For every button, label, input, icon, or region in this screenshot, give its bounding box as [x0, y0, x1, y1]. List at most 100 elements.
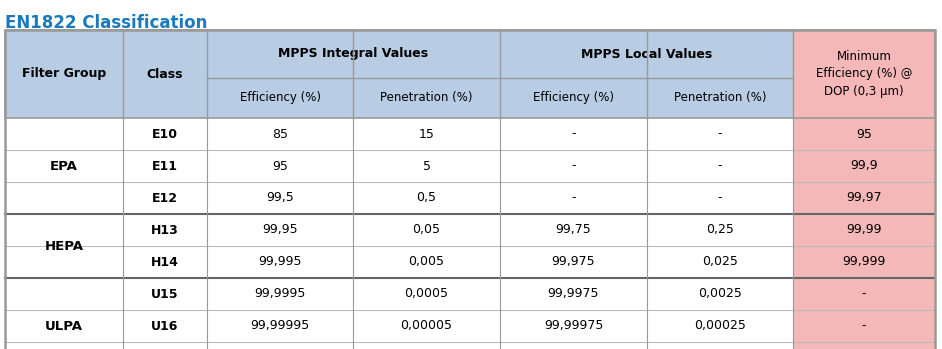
Text: 0,00005: 0,00005: [400, 319, 452, 333]
Text: 0,5: 0,5: [416, 192, 436, 205]
Bar: [5, 150, 123, 182]
Text: E11: E11: [152, 159, 178, 172]
Text: 99,9: 99,9: [851, 159, 878, 172]
Bar: [793, 246, 935, 278]
Text: 99,975: 99,975: [552, 255, 595, 268]
Bar: [647, 342, 793, 349]
Bar: [647, 214, 793, 246]
Text: 0,0005: 0,0005: [404, 288, 448, 300]
Bar: [207, 342, 353, 349]
Text: -: -: [718, 159, 723, 172]
Text: EN1822 Classification: EN1822 Classification: [5, 14, 207, 32]
Bar: [500, 214, 647, 246]
Bar: [793, 310, 935, 342]
Bar: [5, 30, 123, 118]
Bar: [647, 278, 793, 310]
Bar: [793, 150, 935, 182]
Bar: [353, 150, 500, 182]
Text: U15: U15: [152, 288, 179, 300]
Bar: [500, 278, 647, 310]
Bar: [500, 30, 647, 118]
Bar: [647, 150, 793, 182]
Text: Penetration (%): Penetration (%): [674, 91, 766, 104]
Text: E10: E10: [152, 127, 178, 141]
Bar: [500, 118, 647, 150]
Text: U16: U16: [152, 319, 179, 333]
Bar: [353, 246, 500, 278]
Bar: [123, 30, 207, 118]
Bar: [793, 214, 935, 246]
Bar: [353, 310, 500, 342]
Bar: [123, 278, 207, 310]
Text: 99,9975: 99,9975: [547, 288, 599, 300]
Bar: [207, 278, 353, 310]
Bar: [793, 182, 935, 214]
Text: 99,999: 99,999: [842, 255, 885, 268]
Bar: [353, 278, 500, 310]
Text: Efficiency (%): Efficiency (%): [533, 91, 614, 104]
Bar: [5, 310, 123, 342]
Text: 99,97: 99,97: [846, 192, 882, 205]
Bar: [500, 342, 647, 349]
Bar: [123, 118, 207, 150]
Bar: [5, 246, 123, 278]
Text: -: -: [571, 159, 576, 172]
Text: -: -: [718, 127, 723, 141]
Bar: [793, 342, 935, 349]
Bar: [793, 30, 935, 118]
Bar: [647, 310, 793, 342]
Bar: [207, 310, 353, 342]
Bar: [647, 118, 793, 150]
Text: HEPA: HEPA: [44, 239, 84, 252]
Bar: [353, 182, 500, 214]
Text: 99,995: 99,995: [258, 255, 301, 268]
Text: 95: 95: [856, 127, 872, 141]
Text: 99,99975: 99,99975: [544, 319, 603, 333]
Text: ULPA: ULPA: [45, 319, 83, 333]
Text: 99,75: 99,75: [556, 223, 592, 237]
Bar: [123, 182, 207, 214]
Text: H13: H13: [151, 223, 179, 237]
Text: Efficiency (%): Efficiency (%): [239, 91, 320, 104]
Text: 99,9995: 99,9995: [254, 288, 306, 300]
Text: 0,005: 0,005: [409, 255, 445, 268]
Text: 85: 85: [272, 127, 288, 141]
Bar: [207, 182, 353, 214]
Text: 0,05: 0,05: [413, 223, 441, 237]
Text: H14: H14: [151, 255, 179, 268]
Text: 99,95: 99,95: [262, 223, 298, 237]
Text: -: -: [571, 127, 576, 141]
Text: 5: 5: [423, 159, 430, 172]
Text: MPPS Integral Values: MPPS Integral Values: [279, 47, 429, 60]
Bar: [793, 118, 935, 150]
Bar: [5, 30, 935, 118]
Text: 0,025: 0,025: [702, 255, 738, 268]
Text: -: -: [718, 192, 723, 205]
Text: Filter Group: Filter Group: [22, 67, 106, 81]
Bar: [500, 246, 647, 278]
Text: EPA: EPA: [50, 159, 78, 172]
Bar: [207, 118, 353, 150]
Bar: [5, 214, 123, 246]
Bar: [353, 118, 500, 150]
Text: 0,25: 0,25: [706, 223, 734, 237]
Bar: [647, 246, 793, 278]
Bar: [500, 150, 647, 182]
Text: -: -: [862, 319, 867, 333]
Bar: [353, 30, 500, 118]
Bar: [5, 182, 123, 214]
Text: Minimum
Efficiency (%) @
DOP (0,3 μm): Minimum Efficiency (%) @ DOP (0,3 μm): [816, 51, 912, 97]
Text: 0,0025: 0,0025: [698, 288, 742, 300]
Bar: [123, 310, 207, 342]
Text: Class: Class: [147, 67, 184, 81]
Text: 99,99995: 99,99995: [251, 319, 310, 333]
Text: 99,99: 99,99: [846, 223, 882, 237]
Text: -: -: [571, 192, 576, 205]
Bar: [207, 30, 353, 118]
Text: -: -: [862, 288, 867, 300]
Text: E12: E12: [152, 192, 178, 205]
Bar: [207, 246, 353, 278]
Text: 0,00025: 0,00025: [694, 319, 746, 333]
Bar: [123, 246, 207, 278]
Bar: [500, 182, 647, 214]
